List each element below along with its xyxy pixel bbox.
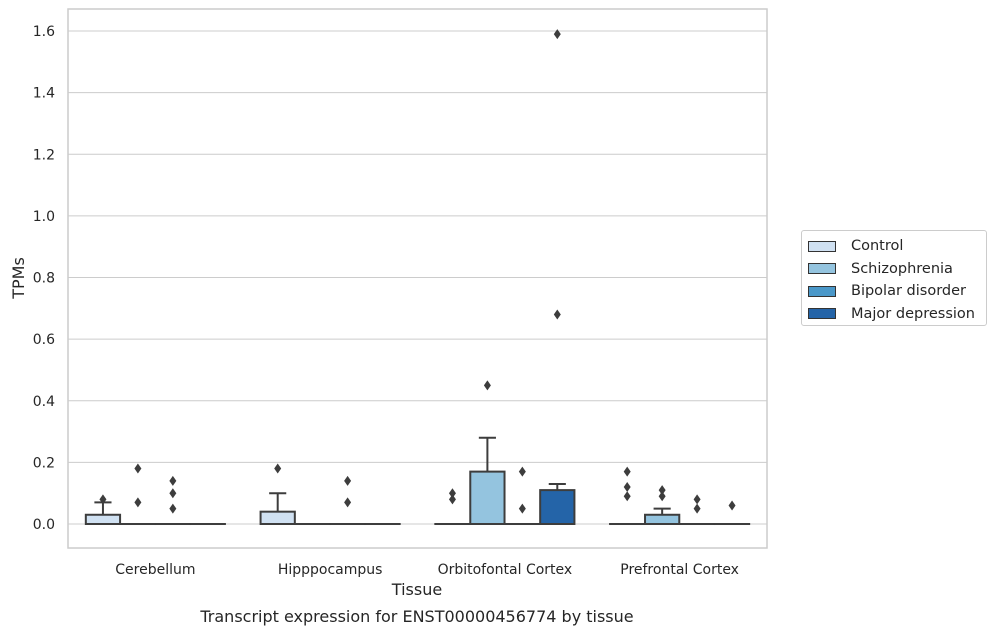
outlier-point xyxy=(134,463,142,474)
outlier-point xyxy=(693,503,701,514)
x-tick-label: Orbitofontal Cortex xyxy=(438,562,573,578)
box-major-depression xyxy=(539,29,576,526)
box xyxy=(539,489,576,526)
box-control xyxy=(259,463,296,525)
x-tick-label: Prefrontal Cortex xyxy=(620,562,739,578)
box-control xyxy=(84,494,122,525)
y-tick-label: 0.6 xyxy=(33,332,55,348)
x-tick-labels: Cerebellum Hipppocampus Orbitofontal Corte… xyxy=(115,562,739,578)
outlier-point xyxy=(658,491,666,502)
outlier-point xyxy=(553,29,561,40)
y-axis-title: TPMs xyxy=(9,257,28,300)
legend-swatch xyxy=(808,308,836,320)
y-tick-label: 1.2 xyxy=(33,147,55,163)
legend-item: Bipolar disorder xyxy=(808,280,986,303)
outlier-point xyxy=(448,494,456,505)
box xyxy=(259,510,296,525)
outlier-point xyxy=(623,466,631,477)
outlier-point xyxy=(623,491,631,502)
box-schizophrenia xyxy=(644,485,681,525)
outlier-point xyxy=(448,488,456,499)
box-schizophrenia xyxy=(469,380,506,525)
box-bipolar-disorder xyxy=(329,475,366,526)
box-control xyxy=(609,466,646,526)
chart-title: Transcript expression for ENST0000045677… xyxy=(199,607,633,626)
legend-label: Control xyxy=(851,238,904,255)
plot-frame xyxy=(67,8,768,549)
x-tick-label: Cerebellum xyxy=(115,562,195,578)
legend: Control Schizophrenia Bipolar disorder Majo… xyxy=(801,230,987,326)
outlier-point xyxy=(99,494,107,505)
plot-border xyxy=(67,8,768,549)
legend-swatch xyxy=(808,240,836,252)
outlier-point xyxy=(553,309,561,320)
legend-label: Schizophrenia xyxy=(851,260,953,277)
legend-swatch xyxy=(808,263,836,275)
box-bipolar-disorder xyxy=(504,466,541,526)
y-tick-label: 0.8 xyxy=(33,271,55,287)
legend-label: Major depression xyxy=(851,305,975,322)
y-tick-label: 1.0 xyxy=(33,209,55,225)
y-tick-label: 0.0 xyxy=(33,517,55,533)
box-bipolar-disorder xyxy=(678,494,716,526)
outlier-point xyxy=(623,482,631,493)
x-axis-title: Tissue xyxy=(391,580,442,599)
box-control xyxy=(434,488,471,526)
box-groups xyxy=(84,29,751,526)
outlier-point xyxy=(728,500,736,511)
outlier-point xyxy=(169,475,177,486)
outlier-point xyxy=(483,380,491,391)
outlier-point xyxy=(169,488,177,499)
outlier-point xyxy=(134,497,142,508)
outlier-point xyxy=(344,475,352,486)
x-tick-label: Hipppocampus xyxy=(278,562,383,578)
box-schizophrenia xyxy=(119,463,157,526)
legend-item: Major depression xyxy=(808,303,986,326)
y-tick-label: 1.4 xyxy=(33,86,55,102)
box xyxy=(84,513,122,525)
legend-label: Bipolar disorder xyxy=(851,283,966,300)
outlier-point xyxy=(518,466,526,477)
outlier-point xyxy=(518,503,526,514)
outlier-point xyxy=(658,485,666,496)
outlier-point xyxy=(693,494,701,505)
box-bipolar-disorder xyxy=(154,475,191,526)
outlier-point xyxy=(344,497,352,508)
y-tick-label: 1.6 xyxy=(33,24,55,40)
legend-swatch xyxy=(808,285,836,297)
legend-item: Control xyxy=(808,235,986,258)
box-major-depression xyxy=(713,500,751,526)
y-tick-label: 0.2 xyxy=(33,455,55,471)
y-tick-labels: 0.0 0.2 0.4 0.6 0.8 1.0 1.2 1.4 1.6 xyxy=(33,24,55,533)
box xyxy=(644,513,681,525)
box xyxy=(469,470,506,525)
outlier-point xyxy=(169,503,177,514)
y-tick-label: 0.4 xyxy=(33,394,55,410)
legend-item: Schizophrenia xyxy=(808,258,986,281)
outlier-point xyxy=(274,463,282,474)
grid-lines xyxy=(68,30,767,525)
